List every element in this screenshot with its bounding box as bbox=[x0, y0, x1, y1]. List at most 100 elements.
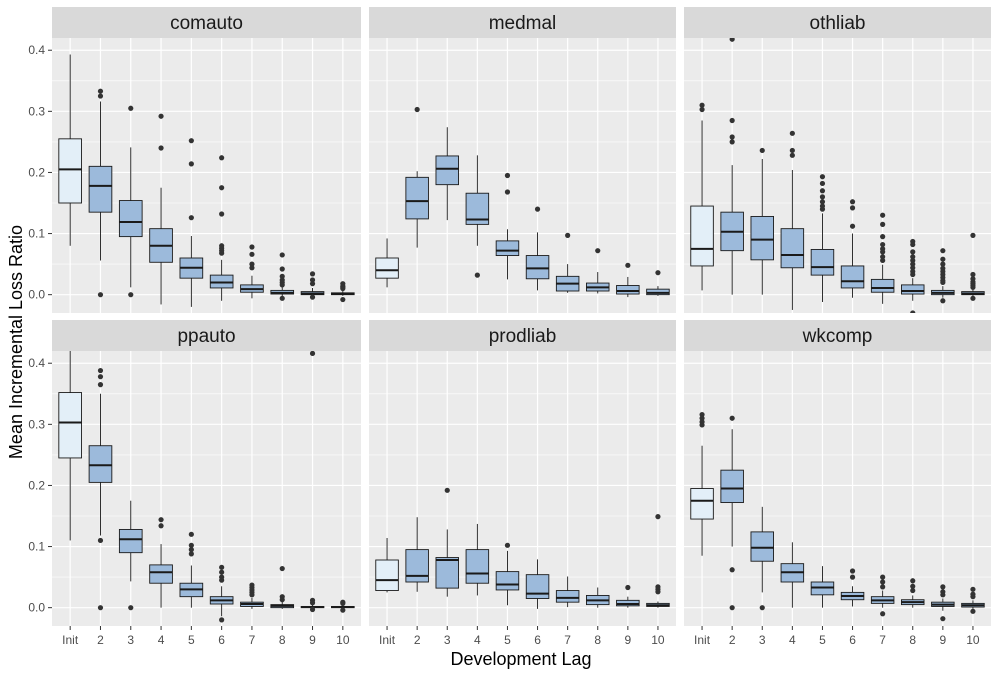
x-tick-label: 7 bbox=[564, 633, 571, 647]
box-body bbox=[405, 549, 429, 583]
box-3 bbox=[435, 487, 459, 597]
outlier-point bbox=[219, 250, 225, 256]
outlier-point bbox=[789, 130, 795, 136]
outlier-point bbox=[729, 415, 735, 421]
outlier-point bbox=[128, 292, 134, 298]
x-tick-label: 4 bbox=[474, 633, 481, 647]
outlier-point bbox=[219, 577, 225, 583]
x-tick-label: 3 bbox=[127, 633, 134, 647]
outlier-point bbox=[970, 586, 976, 592]
outlier-point bbox=[655, 514, 661, 520]
panel-background bbox=[369, 351, 676, 626]
outlier-point bbox=[699, 422, 705, 428]
outlier-point bbox=[340, 296, 346, 303]
outlier-point bbox=[97, 374, 104, 380]
outlier-point bbox=[309, 606, 316, 613]
outlier-point bbox=[970, 271, 976, 278]
strip-background bbox=[52, 320, 361, 351]
outlier-point bbox=[219, 617, 225, 623]
outlier-point bbox=[940, 248, 946, 254]
box-2 bbox=[720, 38, 744, 295]
boxplot-marks bbox=[375, 487, 670, 609]
outlier-point bbox=[309, 271, 316, 277]
x-tick-label: 8 bbox=[279, 633, 286, 647]
strip-background bbox=[684, 320, 991, 351]
outlier-point bbox=[309, 351, 316, 357]
box-7 bbox=[555, 576, 580, 608]
box-9 bbox=[616, 584, 640, 608]
outlier-point bbox=[188, 547, 194, 553]
box-4 bbox=[465, 523, 490, 596]
outlier-point bbox=[970, 594, 976, 600]
box-10 bbox=[646, 270, 670, 296]
outlier-point bbox=[699, 106, 705, 113]
x-tick-label: 6 bbox=[534, 633, 541, 647]
outlier-point bbox=[940, 584, 946, 590]
box-body bbox=[750, 531, 774, 562]
outlier-point bbox=[880, 579, 886, 585]
y-axis-top-row: 0.0 0.1 0.2 0.3 0.4 bbox=[28, 43, 52, 302]
box-6 bbox=[840, 199, 865, 298]
outlier-point bbox=[279, 565, 285, 572]
strip-title: comauto bbox=[170, 13, 243, 34]
boxplot-marks bbox=[58, 54, 355, 307]
outlier-point bbox=[910, 249, 916, 255]
x-tick-label: 4 bbox=[789, 633, 796, 647]
outlier-point bbox=[340, 285, 346, 292]
outlier-point bbox=[249, 592, 255, 598]
box-body bbox=[88, 165, 113, 213]
box-body bbox=[375, 559, 399, 592]
outlier-point bbox=[655, 270, 661, 276]
outlier-point bbox=[625, 262, 631, 268]
outlier-point bbox=[219, 185, 225, 191]
box-5 bbox=[495, 172, 520, 280]
outlier-point bbox=[910, 254, 916, 260]
x-tick-label: Init bbox=[379, 633, 396, 647]
outlier-point bbox=[880, 254, 886, 260]
box-6 bbox=[525, 559, 550, 609]
outlier-point bbox=[940, 298, 946, 304]
outlier-point bbox=[910, 583, 916, 589]
box-4 bbox=[149, 517, 173, 608]
outlier-point bbox=[699, 411, 705, 418]
y-tick-label: 0.3 bbox=[28, 104, 45, 118]
box-2 bbox=[88, 367, 113, 611]
y-axis-title: Mean Incremental Loss Ratio bbox=[6, 225, 26, 459]
strip-background bbox=[369, 7, 676, 38]
x-tick-label: 9 bbox=[624, 633, 631, 647]
outlier-point bbox=[97, 292, 104, 298]
outlier-point bbox=[188, 161, 194, 167]
box-5 bbox=[179, 531, 204, 608]
outlier-point bbox=[158, 113, 164, 119]
outlier-point bbox=[789, 147, 795, 154]
outlier-point bbox=[699, 102, 705, 108]
outlier-point bbox=[128, 605, 134, 611]
outlier-point bbox=[729, 605, 735, 611]
x-tick-label: 10 bbox=[966, 633, 980, 647]
box-body bbox=[810, 248, 835, 276]
x-tick-label: 8 bbox=[594, 633, 601, 647]
outlier-point bbox=[279, 273, 285, 279]
box-body bbox=[435, 557, 459, 589]
box-6 bbox=[209, 564, 234, 623]
box-5 bbox=[810, 566, 835, 608]
outlier-point bbox=[219, 211, 225, 217]
outlier-point bbox=[188, 215, 194, 221]
box-Init bbox=[375, 538, 399, 593]
outlier-point bbox=[759, 147, 765, 154]
outlier-point bbox=[504, 542, 511, 548]
outlier-point bbox=[504, 172, 511, 179]
box-body bbox=[780, 228, 805, 269]
outlier-point bbox=[880, 249, 886, 255]
strip-background bbox=[369, 320, 676, 351]
box-7 bbox=[240, 244, 264, 299]
outlier-point bbox=[880, 241, 886, 248]
outlier-point bbox=[625, 584, 631, 591]
boxplot-marks bbox=[375, 106, 670, 298]
box-8 bbox=[901, 238, 925, 313]
panel-ppauto: ppauto bbox=[52, 320, 361, 626]
x-tick-label: 9 bbox=[939, 633, 946, 647]
strip-title: wkcomp bbox=[802, 326, 873, 347]
panel-background bbox=[369, 38, 676, 313]
